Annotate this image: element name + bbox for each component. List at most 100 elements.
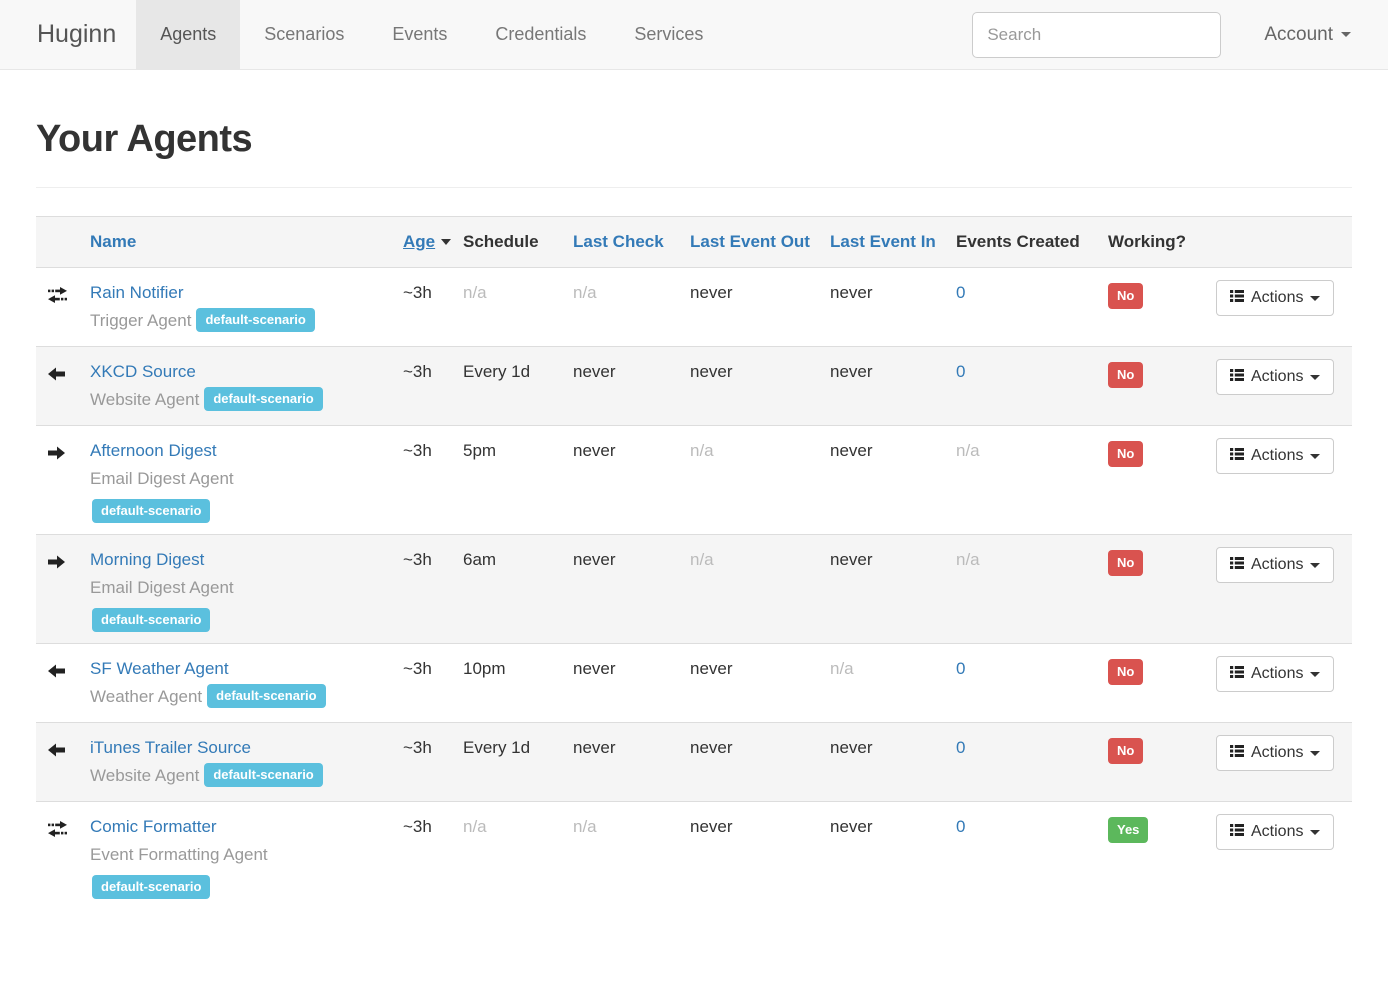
list-icon	[1230, 289, 1244, 307]
last-check-cell: never	[565, 722, 682, 802]
transfer-icon	[48, 813, 67, 846]
agent-type-label: Trigger Agent	[90, 311, 192, 330]
list-icon	[1230, 447, 1244, 465]
main-nav: Agents Scenarios Events Credentials Serv…	[136, 0, 727, 69]
sort-last-event-in-link[interactable]: Last Event In	[830, 232, 936, 251]
schedule-cell: 10pm	[455, 643, 565, 723]
working-status-badge: No	[1108, 362, 1144, 388]
actions-label: Actions	[1251, 368, 1304, 385]
actions-button[interactable]: Actions	[1216, 438, 1335, 474]
page-title: Your Agents	[36, 118, 253, 160]
last-check-cell: never	[565, 425, 682, 535]
age-cell: ~3h	[395, 534, 455, 644]
actions-button[interactable]: Actions	[1216, 814, 1335, 850]
header-last-event-in: Last Event In	[822, 216, 948, 268]
table-row: Rain Notifier Trigger Agent default-scena…	[36, 268, 1352, 347]
top-navbar: Huginn Agents Scenarios Events Credentia…	[0, 0, 1388, 70]
nav-item-events[interactable]: Events	[392, 24, 448, 44]
last-event-in-cell: n/a	[822, 643, 948, 723]
scenario-badge[interactable]: default-scenario	[204, 763, 323, 787]
list-icon	[1230, 368, 1244, 386]
nav-item-scenarios[interactable]: Scenarios	[264, 24, 345, 44]
actions-button[interactable]: Actions	[1216, 547, 1335, 583]
scenario-badge[interactable]: default-scenario	[92, 875, 211, 899]
account-menu[interactable]: Account	[1249, 24, 1366, 46]
table-row: Afternoon Digest Email Digest Agent defa…	[36, 425, 1352, 535]
header-icon-col	[36, 216, 82, 268]
age-cell: ~3h	[395, 801, 455, 910]
scenario-badge[interactable]: default-scenario	[92, 499, 211, 523]
agent-name-link[interactable]: Comic Formatter	[90, 817, 217, 836]
working-status-badge: No	[1108, 738, 1144, 764]
chevron-down-icon	[1310, 562, 1321, 568]
agent-name-link[interactable]: SF Weather Agent	[90, 659, 229, 678]
sort-last-check-link[interactable]: Last Check	[573, 232, 664, 251]
scenario-badge[interactable]: default-scenario	[196, 308, 315, 332]
nav-item-services[interactable]: Services	[634, 24, 704, 44]
brand-logo[interactable]: Huginn	[37, 20, 117, 48]
age-cell: ~3h	[403, 283, 432, 302]
agent-type-label: Weather Agent	[90, 687, 203, 706]
table-row: iTunes Trailer Source Website Agent defau…	[36, 722, 1352, 802]
actions-label: Actions	[1251, 744, 1304, 761]
sort-desc-icon	[441, 239, 452, 245]
nav-item-credentials[interactable]: Credentials	[495, 24, 587, 44]
sort-last-event-out-link[interactable]: Last Event Out	[690, 232, 810, 251]
events-created-link[interactable]: 0	[956, 817, 966, 836]
header-working: Working?	[1100, 216, 1208, 268]
chevron-down-icon	[1310, 750, 1321, 756]
arrow-left-icon	[48, 655, 65, 688]
actions-button[interactable]: Actions	[1216, 280, 1335, 316]
scenario-badge[interactable]: default-scenario	[204, 387, 323, 411]
nav-item-agents[interactable]: Agents	[136, 0, 241, 69]
agent-name-link[interactable]: Afternoon Digest	[90, 441, 217, 460]
last-event-out-cell: never	[682, 801, 822, 910]
list-icon	[1230, 665, 1244, 683]
chevron-down-icon	[1310, 295, 1321, 301]
actions-label: Actions	[1251, 823, 1304, 840]
table-header-row: Name Age Schedule Last Check Last Event …	[36, 216, 1352, 268]
transfer-icon	[48, 279, 67, 312]
sort-name-link[interactable]: Name	[90, 232, 137, 251]
actions-button[interactable]: Actions	[1216, 359, 1335, 395]
header-actions-col	[1208, 216, 1352, 268]
agent-name-link[interactable]: iTunes Trailer Source	[90, 738, 251, 757]
actions-label: Actions	[1251, 665, 1304, 682]
events-created-link[interactable]: 0	[956, 659, 966, 678]
arrow-left-icon	[48, 734, 65, 767]
last-event-out-cell: never	[690, 283, 733, 302]
agent-name-link[interactable]: Morning Digest	[90, 550, 205, 569]
actions-button[interactable]: Actions	[1216, 735, 1335, 771]
header-last-check: Last Check	[565, 216, 682, 268]
sort-age-link[interactable]: Age	[403, 232, 436, 251]
age-cell: ~3h	[395, 643, 455, 723]
last-event-in-cell: never	[822, 425, 948, 535]
agent-type-label: Event Formatting Agent	[90, 845, 268, 864]
actions-button[interactable]: Actions	[1216, 656, 1335, 692]
working-status-badge: No	[1108, 441, 1144, 467]
list-icon	[1230, 744, 1244, 762]
agent-name-link[interactable]: XKCD Source	[90, 362, 196, 381]
header-name: Name	[82, 216, 395, 268]
last-event-in-cell: never	[822, 801, 948, 910]
table-row: Comic Formatter Event Formatting Agent d…	[36, 801, 1352, 910]
scenario-badge[interactable]: default-scenario	[92, 608, 211, 632]
search-input[interactable]	[972, 11, 1222, 58]
events-created-link[interactable]: 0	[956, 283, 966, 302]
agent-name-link[interactable]: Rain Notifier	[90, 283, 184, 302]
table-row: SF Weather Agent Weather Agent default-sc…	[36, 643, 1352, 723]
working-status-badge: Yes	[1108, 817, 1149, 843]
last-event-out-cell: never	[682, 643, 822, 723]
header-schedule: Schedule	[455, 216, 565, 268]
main-content: Your Agents Name Age Schedule Last Check…	[36, 118, 1352, 910]
scenario-badge[interactable]: default-scenario	[207, 684, 326, 708]
actions-label: Actions	[1251, 289, 1304, 306]
events-created-link[interactable]: 0	[956, 362, 966, 381]
table-row: XKCD Source Website Agent default-scenari…	[36, 346, 1352, 426]
account-label: Account	[1264, 23, 1333, 45]
last-event-in-cell: never	[830, 283, 873, 302]
events-created-cell: n/a	[948, 425, 1100, 535]
last-event-in-cell: never	[822, 534, 948, 644]
events-created-link[interactable]: 0	[956, 738, 966, 757]
last-check-cell: never	[565, 643, 682, 723]
